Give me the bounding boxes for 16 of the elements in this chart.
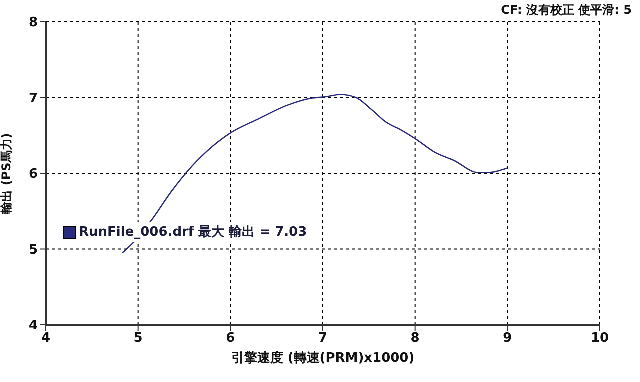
x-axis-title: 引擎速度 (轉速(PRM)x1000): [231, 350, 415, 366]
y-tick-label: 4: [28, 318, 38, 334]
y-tick-label: 8: [28, 16, 38, 31]
y-axis-title: 輸出 (PS馬力): [0, 133, 14, 215]
x-tick-label: 9: [503, 331, 512, 346]
chart-subtitle: CF: 沒有校正 使平滑: 5: [501, 2, 632, 19]
y-tick-label: 5: [28, 242, 38, 258]
y-tick-label: 6: [28, 167, 38, 182]
x-tick-label: 7: [318, 331, 328, 346]
x-tick-label: 8: [410, 331, 420, 346]
x-tick-label: 5: [134, 331, 143, 346]
x-tick-label: 10: [590, 331, 610, 346]
legend-label: RunFile_006.drf 最大 輸出 = 7.03: [79, 224, 308, 241]
x-tick-label: 6: [226, 331, 236, 346]
x-tick-label: 4: [41, 331, 51, 346]
y-tick-label: 7: [28, 91, 38, 106]
